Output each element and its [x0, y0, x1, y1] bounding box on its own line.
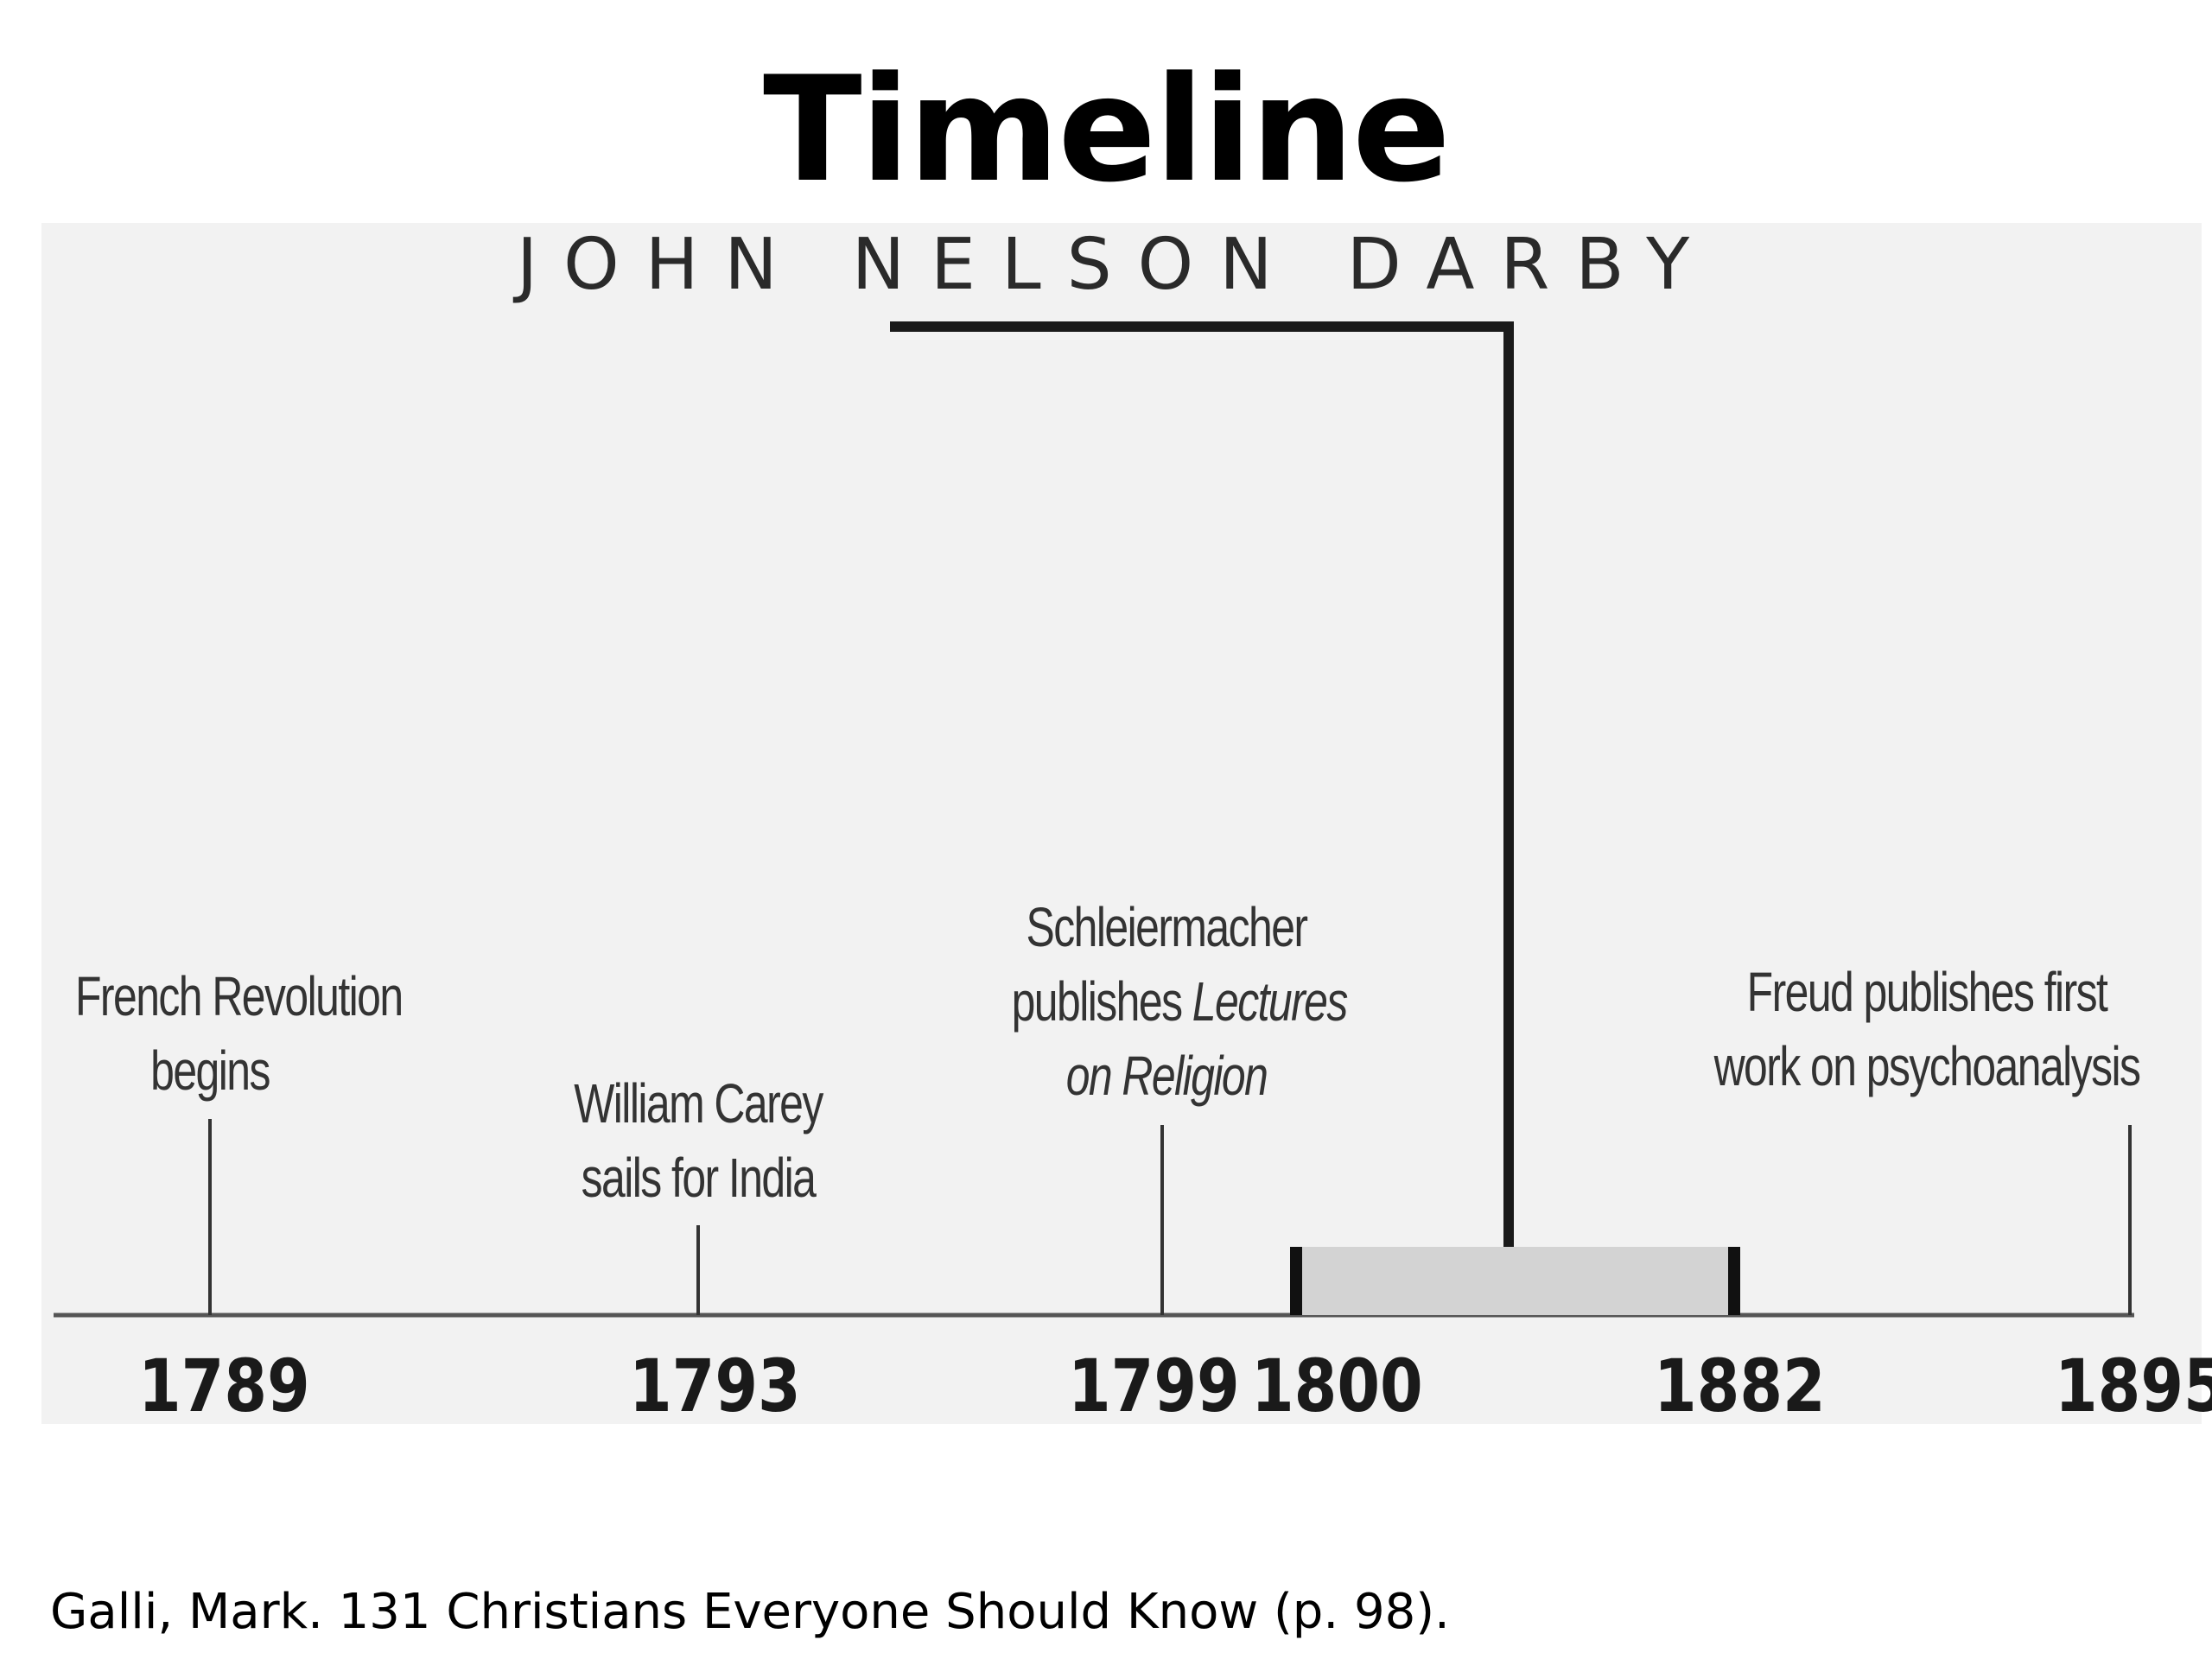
year-label-1895: 1895 — [2055, 1344, 2212, 1428]
year-label-1882: 1882 — [1654, 1344, 1826, 1428]
event-label-italic: on Religion — [1065, 1045, 1268, 1107]
event-label-italic: Lectures — [1192, 970, 1349, 1033]
life-span-bar — [1296, 1247, 1734, 1315]
year-label-1799: 1799 — [1068, 1344, 1240, 1428]
event-label-line: begins — [150, 1039, 270, 1102]
event-label-line: French Revolution — [75, 965, 404, 1027]
event-label-schleiermacher: Schleiermacher publishes Lectures on Rel… — [1011, 890, 1349, 1113]
year-label-1800: 1800 — [1251, 1344, 1423, 1428]
event-label-line: sails for India — [581, 1147, 817, 1209]
year-label-1793: 1793 — [629, 1344, 801, 1428]
event-label-line: publishes Lectures — [1011, 970, 1349, 1033]
event-label-line: William Carey — [574, 1072, 823, 1135]
slide-title: Timeline — [763, 45, 1451, 214]
event-label-french-revolution: French Revolution begins — [75, 959, 404, 1108]
citation: Galli, Mark. 131 Christians Everyone Sho… — [50, 1584, 1450, 1640]
subject-bracket — [890, 321, 1514, 1247]
event-label-line: Schleiermacher — [1026, 896, 1309, 958]
event-label-line: on Religion — [1012, 1039, 1322, 1113]
event-label-line: work on psychoanalysis — [1713, 1035, 2141, 1097]
year-label-1789: 1789 — [138, 1344, 310, 1428]
event-label-freud: Freud publishes first work on psychoanal… — [1711, 955, 2142, 1103]
subject-name: JOHN NELSON DARBY — [517, 224, 1716, 306]
event-label-william-carey: William Carey sails for India — [560, 1066, 836, 1215]
timeline-panel — [41, 223, 2202, 1424]
event-label-line: Freud publishes first — [1746, 961, 2108, 1023]
